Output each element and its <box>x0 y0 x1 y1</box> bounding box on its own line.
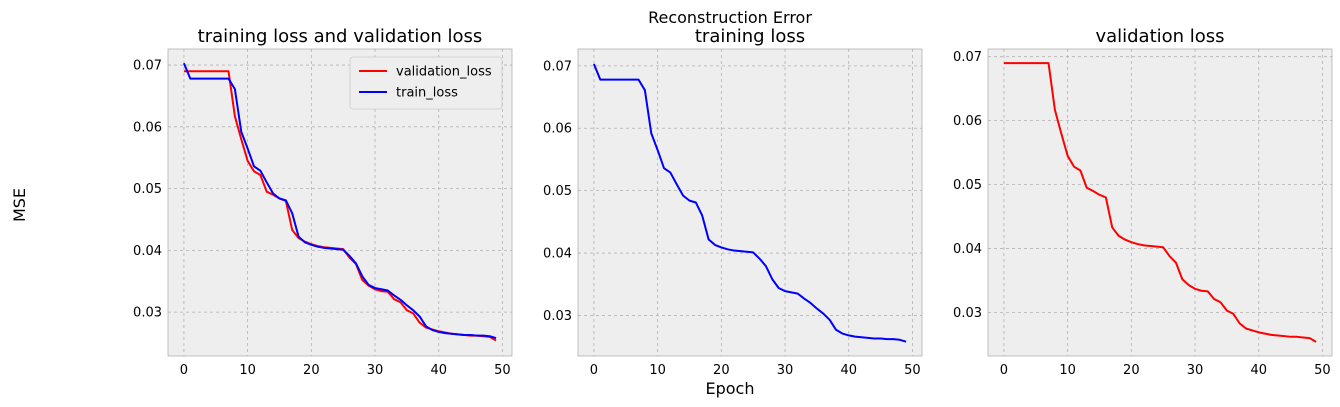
x-tick-label: 0 <box>1000 363 1008 378</box>
y-tick-label: 0.07 <box>543 59 572 74</box>
x-tick-label: 30 <box>1187 363 1204 378</box>
panels: 0 10 20 30 40 50 0.03 0.04 0.05 0.06 0.07 training … <box>133 26 1333 378</box>
series-line <box>1003 62 1317 343</box>
y-tick-label: 0.05 <box>953 178 982 193</box>
plot-area <box>988 49 1332 356</box>
x-tick-label: 20 <box>713 363 730 378</box>
legend-box <box>349 56 503 110</box>
x-tick-label: 20 <box>303 363 320 378</box>
x-tick-label: 10 <box>1059 363 1076 378</box>
x-tick-label: 50 <box>494 363 511 378</box>
chart-title: validation loss <box>1095 26 1224 47</box>
x-tick-label: 40 <box>430 363 447 378</box>
series-line <box>593 63 907 343</box>
x-tick-label: 30 <box>777 363 794 378</box>
y-tick-label: 0.07 <box>953 50 982 65</box>
chart-title: training loss <box>695 26 805 47</box>
y-tick-label: 0.07 <box>133 59 162 74</box>
x-tick-label: 0 <box>180 363 188 378</box>
x-tick-label: 0 <box>590 363 598 378</box>
y-tick-label: 0.03 <box>543 309 572 324</box>
legend-label: train_loss <box>396 86 458 101</box>
chart-panel-1: 0 10 20 30 40 50 0.03 0.04 0.05 0.06 0.07 training … <box>133 26 513 378</box>
legend-label: validation_loss <box>396 65 492 80</box>
x-tick-label: 50 <box>1314 363 1331 378</box>
y-tick-label: 0.05 <box>543 184 572 199</box>
x-tick-label: 40 <box>840 363 857 378</box>
x-tick-label: 50 <box>904 363 921 378</box>
y-tick-label: 0.03 <box>953 306 982 321</box>
train-loss-line <box>183 62 497 340</box>
chart-title: training loss and validation loss <box>198 26 483 47</box>
figure-ylabel: MSE <box>10 188 29 222</box>
plot-area <box>578 49 922 356</box>
figure-xlabel: Epoch <box>706 379 755 398</box>
x-tick-label: 40 <box>1250 363 1267 378</box>
y-tick-label: 0.05 <box>133 182 162 197</box>
chart-panel-2: 0 10 20 30 40 50 0.03 0.04 0.05 0.06 0.07 training … <box>543 26 923 378</box>
y-tick-label: 0.04 <box>133 244 162 259</box>
x-tick-label: 10 <box>239 363 256 378</box>
y-tick-label: 0.03 <box>133 306 162 321</box>
y-tick-label: 0.04 <box>543 247 572 262</box>
figure-suptitle: Reconstruction Error <box>648 8 812 27</box>
y-tick-label: 0.06 <box>953 114 982 129</box>
y-tick-label: 0.06 <box>543 122 572 137</box>
x-tick-label: 10 <box>649 363 666 378</box>
plot-frame <box>577 48 923 357</box>
x-tick-label: 20 <box>1123 363 1140 378</box>
x-tick-label: 30 <box>367 363 384 378</box>
legend: validation_loss train_loss <box>349 56 503 110</box>
plot-frame <box>987 48 1333 357</box>
plot-frame <box>167 48 513 357</box>
y-tick-label: 0.04 <box>953 242 982 257</box>
y-tick-label: 0.06 <box>133 120 162 135</box>
chart-panel-3: 0 10 20 30 40 50 0.03 0.04 0.05 0.06 0.07 validatio… <box>953 26 1333 378</box>
